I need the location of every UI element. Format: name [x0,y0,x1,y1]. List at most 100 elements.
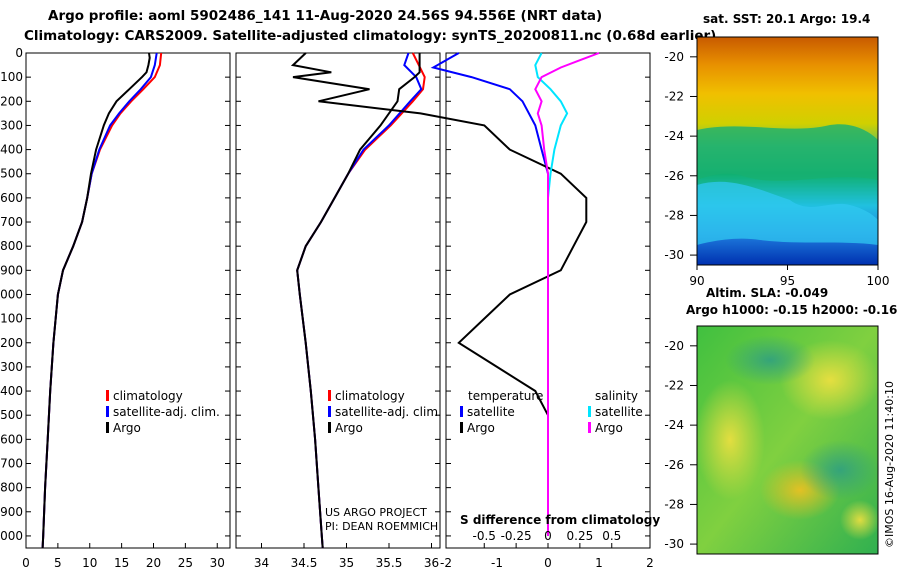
map-y-tick-label: -28 [664,208,684,222]
sal-legend: climatology satellite-adj. clim. Argo [328,389,442,435]
series-line [534,52,600,536]
y-tick-label: 1400 [0,384,23,398]
y-tick-label: 1500 [0,408,23,422]
x-tick-label: -1 [491,556,503,570]
y-tick-label: 1900 [0,505,23,519]
series-line [296,53,421,549]
legend-label: Argo [595,421,623,435]
y-tick-label: 0 [15,46,23,60]
map-y-tick-label: -20 [664,50,684,64]
map-y-tick-label: -26 [664,169,684,183]
sla-blob-5 [725,335,815,385]
y-tick-label: 300 [0,118,23,132]
legend-swatch-climatology [328,390,331,401]
legend-label: climatology [113,389,183,403]
y-tick-label: 1000 [0,287,23,301]
map-x-tick-label: 90 [689,274,704,288]
legend-head-salinity: salinity [595,389,638,403]
map-y-tick-label: -22 [664,89,684,103]
y-tick-label: 200 [0,94,23,108]
legend-label: Argo [467,421,495,435]
y-tick-label: 1200 [0,336,23,350]
x-tick-label: -2 [440,556,452,570]
plot-frame-1 [235,52,441,549]
x-tick-label: 2 [646,556,654,570]
x-tick-label: 36 [424,556,439,570]
map-y-tick-label: -30 [664,248,684,262]
y-tick-label: 1800 [0,481,23,495]
x-tick-label: 0 [22,556,30,570]
temp-legend: climatology satellite-adj. clim. Argo [106,389,220,435]
y-tick-label: 800 [0,239,23,253]
y-tick-label: 700 [0,215,23,229]
sla-title-1: Altim. SLA: -0.049 [706,286,828,300]
plot-frame-0 [25,52,231,549]
x-tick-label: 20 [146,556,161,570]
legend-label: Argo [113,421,141,435]
map-y-tick-label: -26 [664,458,684,472]
y-tick-label: 600 [0,191,23,205]
x-tick-label: 15 [114,556,129,570]
x-tick-label: 0.25 [567,529,594,543]
y-tick-label: 1600 [0,432,23,446]
legend-label: satellite-adj. clim. [113,405,220,419]
y-tick-label: 2000 [0,529,23,543]
x-tick-label: 1 [595,556,603,570]
x-tick-label: -0.5 [473,529,496,543]
x-tick-label: 0.5 [602,529,621,543]
sla-blob-3 [695,380,765,500]
y-tick-label: 900 [0,263,23,277]
x-tick-label: 5 [54,556,62,570]
legend-label: satellite [595,405,643,419]
y-tick-label: 1700 [0,456,23,470]
map-x-tick-label: 95 [780,274,795,288]
pi-label: PI: DEAN ROEMMICH [325,520,438,533]
y-tick-label: 400 [0,143,23,157]
x-tick-label: 25 [178,556,193,570]
legend-label: Argo [335,421,363,435]
chart-title-line-2: Climatology: CARS2009. Satellite-adjuste… [24,28,717,44]
map-y-tick-label: -30 [664,537,684,551]
legend-swatch-satellite [328,406,331,417]
legend-swatch-sal-satellite [588,406,591,417]
diff-legend: temperature salinity satellite Argo sate… [460,389,643,435]
y-tick-label: 500 [0,167,23,181]
legend-swatch-sal-argo [588,422,591,433]
y-tick-label: 1100 [0,312,23,326]
map-y-tick-label: -24 [664,418,684,432]
series-line [296,52,423,549]
series-line [290,52,588,536]
x-tick-label: 0 [544,529,552,543]
sst-map-cyan-patch [697,181,878,245]
sst-map-green-tongue [697,124,878,181]
legend-swatch-climatology [106,390,109,401]
legend-label: satellite-adj. clim. [335,405,442,419]
series-line [296,52,426,549]
legend-swatch-argo [328,422,331,433]
sla-blob-4 [800,440,880,500]
legend-swatch-temp-argo [460,422,463,433]
chart-title-line-1: Argo profile: aoml 5902486_141 11-Aug-20… [48,8,603,24]
sst-title: sat. SST: 20.1 Argo: 19.4 [703,12,870,26]
legend-swatch-temp-satellite [460,406,463,417]
sla-title-2: Argo h1000: -0.15 h2000: -0.16 [686,303,897,317]
legend-label: climatology [335,389,405,403]
sla-blob-6 [840,500,880,540]
x-tick-label: 35 [339,556,354,570]
series-line [534,52,569,536]
project-label: US ARGO PROJECT [325,506,427,519]
legend-swatch-satellite [106,406,109,417]
map-y-tick-label: -20 [664,339,684,353]
series-line [41,52,151,549]
x-tick-label: 30 [210,556,225,570]
series-line [41,52,163,549]
sla-map-frame [696,325,879,555]
map-x-tick-label: 100 [867,274,890,288]
y-tick-label: 1300 [0,360,23,374]
map-y-tick-label: -24 [664,129,684,143]
map-y-tick-label: -28 [664,497,684,511]
legend-head-temperature: temperature [468,389,543,403]
map-y-tick-label: -22 [664,378,684,392]
x-tick-label: 34.5 [291,556,318,570]
